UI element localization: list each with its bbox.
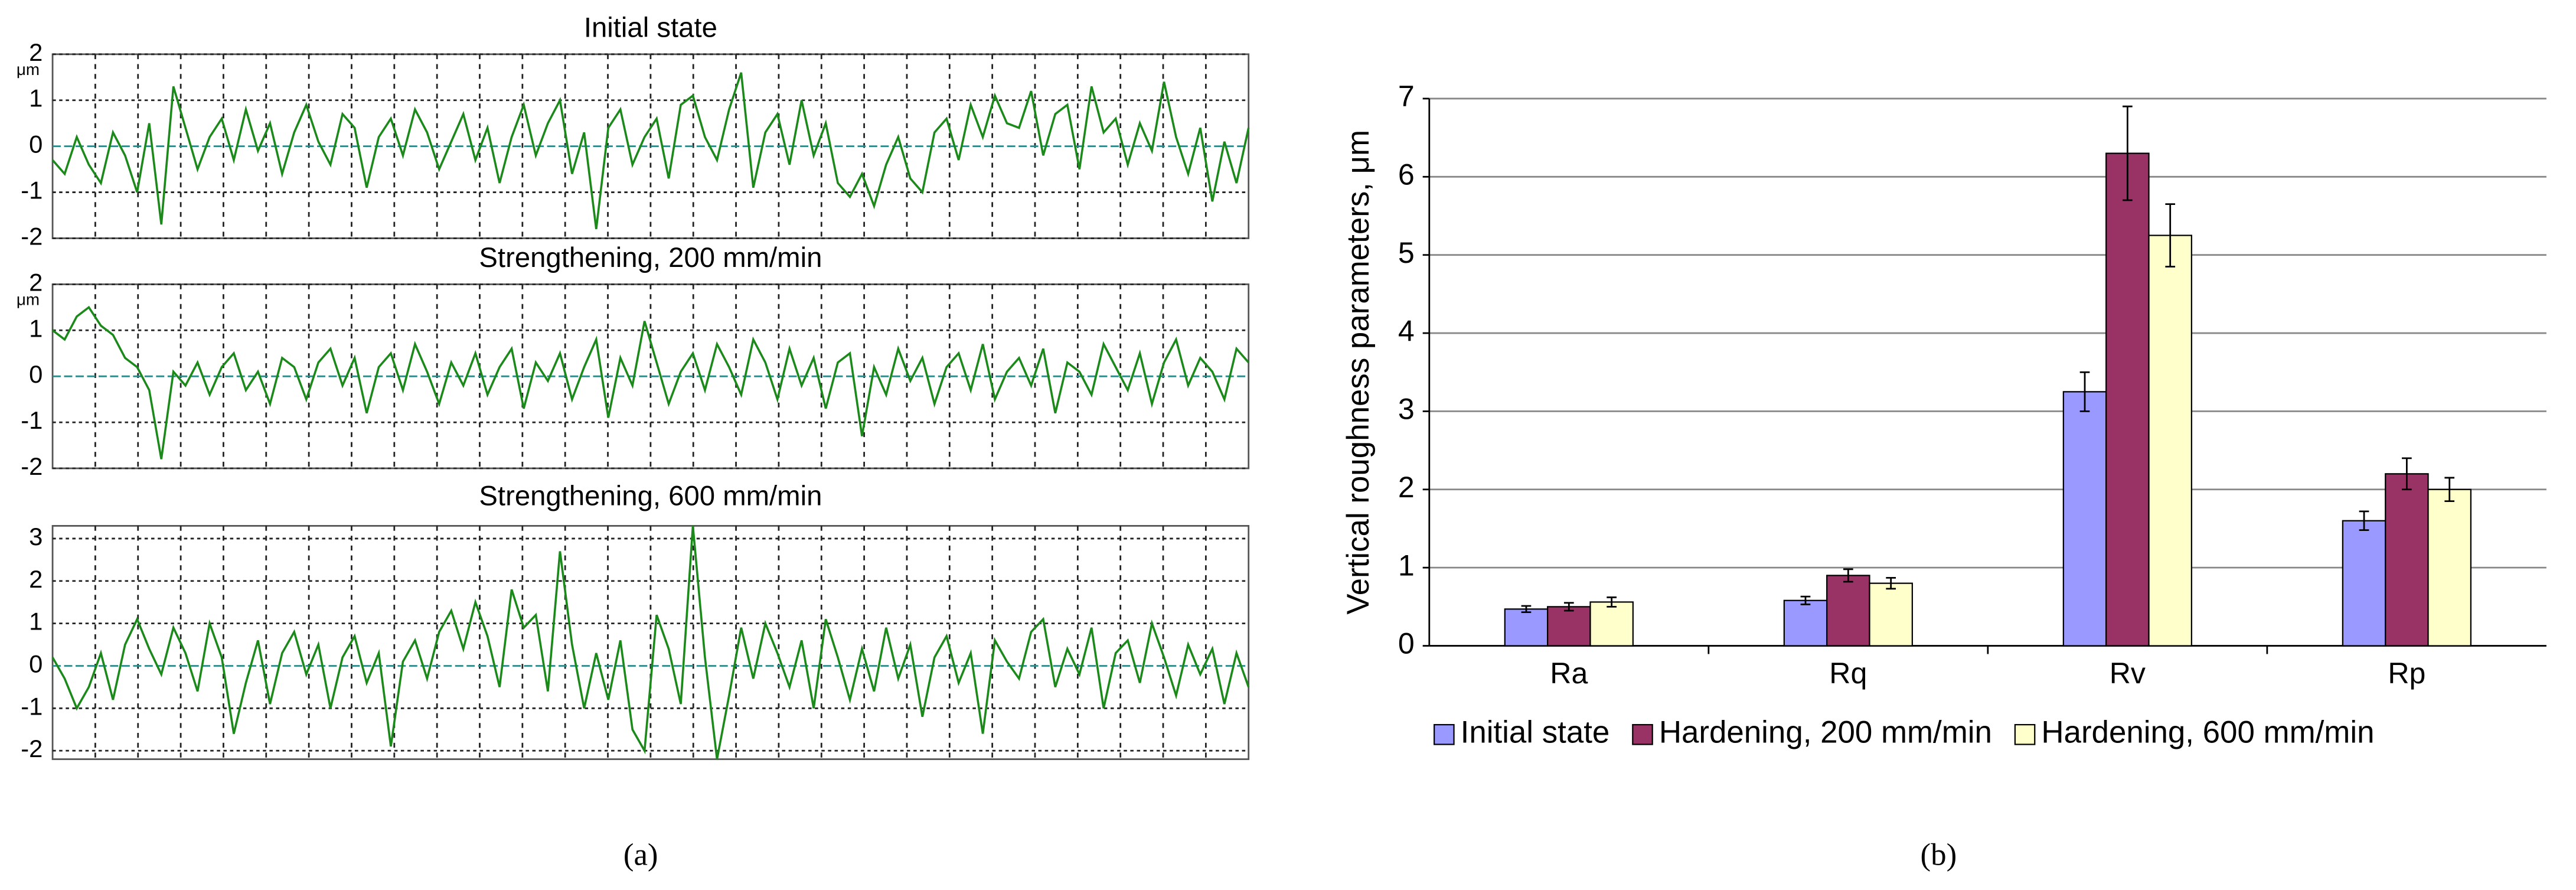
profile-line: [51, 72, 1250, 230]
y-tick-label: -1: [21, 177, 43, 204]
error-bar: [2359, 510, 2369, 532]
bar: [1504, 608, 1549, 647]
plot-area: [51, 525, 1250, 760]
x-tick-label: Rq: [1829, 657, 1867, 690]
y-axis-label: Vertical roughness parameters, μm: [1341, 130, 1376, 615]
panel-caption: (b): [1921, 838, 1957, 872]
x-tick-label: Rv: [2110, 657, 2146, 690]
bar: [1589, 601, 1634, 647]
legend-swatch: [1434, 723, 1455, 745]
y-tick-label: -2: [21, 452, 43, 480]
y-unit: μm: [17, 291, 40, 309]
x-tick-label: Rp: [2388, 657, 2425, 690]
y-tick-label: 7: [1398, 80, 1415, 113]
y-tick-label: 2: [29, 38, 43, 66]
bar: [1547, 606, 1591, 647]
error-bar: [2123, 105, 2133, 201]
y-tick-label: 5: [1398, 236, 1415, 269]
profile-line: [51, 305, 1250, 459]
chart-title: Strengthening, 200 mm/min: [479, 242, 822, 273]
y-tick-label: 1: [1398, 549, 1415, 582]
bar: [2385, 473, 2429, 647]
chart-title: Strengthening, 600 mm/min: [479, 481, 822, 512]
error-bar: [1563, 602, 1574, 612]
bar: [1869, 582, 1913, 647]
bar: [2427, 488, 2472, 647]
legend-label: Hardening, 600 mm/min: [2041, 715, 2374, 750]
error-bar: [1886, 576, 1896, 590]
y-tick-label: 4: [1398, 314, 1415, 347]
bar: [2105, 152, 2150, 647]
error-bar: [1843, 568, 1853, 583]
legend-label: Initial state: [1461, 715, 1610, 750]
chart-title: Initial state: [584, 12, 717, 44]
y-tick-label: 0: [29, 360, 43, 388]
error-bar: [2165, 203, 2176, 268]
y-tick-label: -1: [21, 692, 43, 720]
y-tick-label: 0: [29, 131, 43, 158]
y-tick-label: -2: [21, 222, 43, 250]
panel-caption: (a): [623, 838, 658, 872]
bar: [2062, 391, 2107, 647]
error-bar: [2444, 477, 2455, 503]
y-tick-label: 1: [29, 84, 43, 112]
y-tick-label: -1: [21, 406, 43, 434]
bar: [1783, 599, 1828, 647]
bar: [2148, 234, 2192, 647]
y-tick-label: 3: [1398, 393, 1415, 426]
error-bar: [2079, 371, 2090, 412]
error-bar: [1607, 596, 1617, 608]
error-bar: [1800, 595, 1811, 605]
y-tick-label: 2: [29, 268, 43, 296]
bar: [2342, 520, 2386, 647]
y-tick-label: 0: [1398, 627, 1415, 660]
legend-label: Hardening, 200 mm/min: [1659, 715, 1992, 750]
error-bar: [2402, 457, 2412, 491]
y-tick-label: 2: [29, 565, 43, 593]
y-unit: μm: [17, 60, 40, 79]
y-tick-label: 6: [1398, 158, 1415, 191]
y-tick-label: 3: [29, 523, 43, 550]
error-bar: [1521, 605, 1532, 613]
profile-line: [51, 526, 1250, 759]
y-tick-label: -2: [21, 735, 43, 762]
bar: [1826, 575, 1870, 647]
legend-swatch: [1632, 723, 1653, 745]
y-tick-label: 1: [29, 608, 43, 635]
y-tick-label: 2: [1398, 471, 1415, 504]
y-tick-label: 0: [29, 650, 43, 677]
y-tick-label: 1: [29, 314, 43, 342]
x-tick-label: Ra: [1550, 657, 1588, 690]
legend-swatch: [2014, 723, 2036, 745]
